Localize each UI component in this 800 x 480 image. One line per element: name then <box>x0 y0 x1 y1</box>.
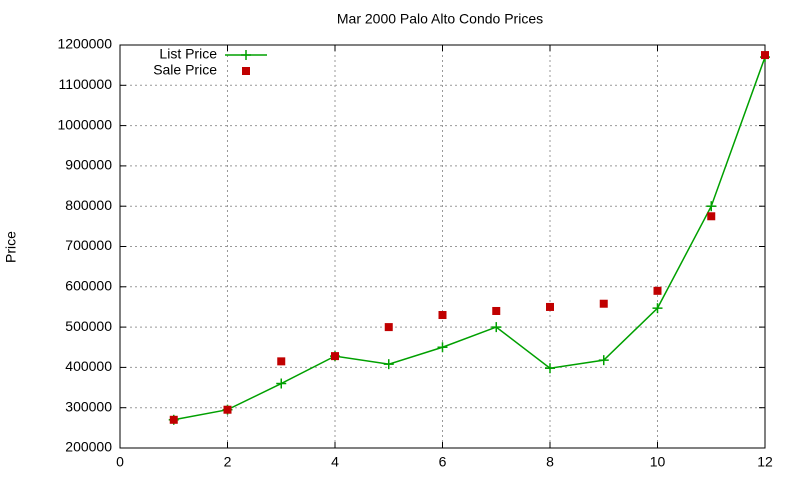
marker <box>242 67 250 75</box>
marker <box>653 286 662 295</box>
marker <box>706 201 717 212</box>
marker <box>331 352 339 361</box>
marker <box>277 357 286 366</box>
y-tick-label: 1100000 <box>59 76 113 92</box>
x-tick-label: 2 <box>224 454 232 470</box>
y-axis-label: Price <box>3 231 19 263</box>
legend-label: List Price <box>159 46 217 62</box>
marker <box>599 299 608 308</box>
y-tick-label: 200000 <box>65 439 112 455</box>
y-tick-label: 800000 <box>65 197 112 213</box>
marker <box>241 50 251 60</box>
x-tick-label: 6 <box>439 454 447 470</box>
marker <box>438 311 447 320</box>
marker <box>652 303 663 314</box>
x-tick-label: 10 <box>650 454 666 470</box>
chart-title: Mar 2000 Palo Alto Condo Prices <box>337 11 543 27</box>
x-tick-label: 0 <box>116 454 124 470</box>
y-tick-label: 300000 <box>65 398 112 414</box>
marker <box>169 415 178 424</box>
y-tick-label: 1200000 <box>57 36 112 52</box>
y-tick-label: 400000 <box>65 358 112 374</box>
marker <box>546 302 554 311</box>
marker <box>492 306 501 315</box>
marker <box>223 405 232 414</box>
y-tick-label: 700000 <box>65 237 112 253</box>
marker <box>491 322 502 333</box>
y-tick-label: 500000 <box>65 318 112 334</box>
x-tick-label: 8 <box>546 454 554 470</box>
plot-border <box>119 44 766 449</box>
y-tick-label: 900000 <box>65 157 112 173</box>
marker <box>276 378 287 389</box>
y-tick-label: 600000 <box>65 278 112 294</box>
marker <box>598 355 609 366</box>
x-tick-label: 4 <box>331 454 339 470</box>
legend-label: Sale Price <box>153 62 217 78</box>
marker <box>384 323 393 332</box>
marker <box>383 359 394 370</box>
marker <box>437 342 448 353</box>
series-line <box>173 56 766 421</box>
marker <box>545 363 555 374</box>
marker <box>707 212 716 221</box>
marker <box>761 51 769 60</box>
y-tick-label: 1000000 <box>57 116 112 132</box>
x-tick-label: 12 <box>757 454 773 470</box>
